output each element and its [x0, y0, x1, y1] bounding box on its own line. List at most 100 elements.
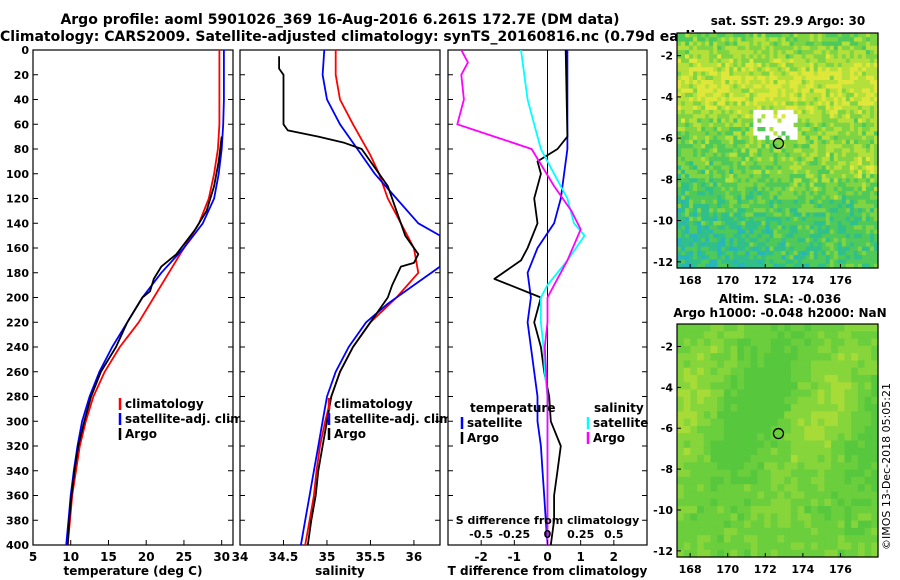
map-cell [737, 259, 742, 265]
map-cell [681, 233, 686, 239]
map-cell [793, 144, 799, 149]
map-cell [737, 440, 745, 449]
map-cell [797, 58, 803, 64]
map-cell [705, 109, 710, 115]
map-cell [801, 174, 807, 179]
map-cell [753, 58, 758, 64]
map-cell [709, 92, 714, 98]
map-cell [841, 203, 847, 209]
map-cell [741, 54, 746, 60]
map-cell [757, 182, 763, 188]
map-cell [790, 491, 799, 500]
map-cell [821, 191, 827, 196]
map-cell [689, 144, 694, 149]
map-cell [681, 80, 686, 85]
map-cell [871, 484, 879, 493]
map-cell [865, 88, 871, 94]
map-cell [764, 389, 772, 398]
map-cell [753, 54, 758, 60]
plot-frame [239, 49, 441, 546]
map-cell [861, 97, 867, 102]
map-cell [770, 382, 779, 391]
map-cell [785, 229, 791, 235]
map-cell [790, 440, 799, 449]
map-cell [785, 238, 791, 243]
map-cell [761, 246, 767, 252]
map-cell [869, 88, 875, 94]
map-cell [785, 37, 791, 43]
map-cell [801, 182, 807, 188]
map-cell [737, 542, 745, 551]
map-cell [813, 208, 819, 214]
map-cell [789, 92, 795, 98]
map-cell [857, 242, 863, 248]
map-cell [677, 476, 685, 485]
map-cell [809, 139, 815, 145]
map-cell [789, 195, 795, 201]
map-cell [709, 199, 714, 205]
map-cell [831, 324, 839, 332]
map-cell [689, 259, 694, 265]
map-cell [864, 469, 872, 478]
map-cell [677, 484, 685, 493]
map-cell [725, 54, 730, 60]
map-cell [757, 156, 763, 162]
map-cell [713, 238, 718, 243]
map-cell [837, 527, 846, 536]
map-cell [761, 216, 767, 222]
map-cell [833, 169, 839, 175]
map-cell [857, 71, 863, 77]
map-cell [873, 182, 879, 188]
map-cell [741, 33, 746, 38]
map-cell [750, 498, 758, 507]
map-cell [809, 84, 815, 90]
map-cell [789, 148, 795, 154]
map-cell [753, 221, 758, 226]
map-title-line-1: Altim. SLA: -0.036 [719, 292, 841, 306]
map-cell [825, 199, 831, 205]
map-cell [753, 114, 758, 120]
map-cell [745, 178, 750, 184]
map-cell [869, 191, 875, 196]
map-cell [801, 54, 807, 60]
map-cell [789, 161, 795, 167]
map-cell [765, 88, 771, 94]
map-cell [789, 84, 795, 90]
map-cell [685, 37, 690, 43]
map-cell [769, 131, 775, 137]
map-cell [737, 41, 742, 47]
map-cell [729, 174, 734, 179]
map-cell [784, 476, 792, 485]
map-cell [829, 255, 835, 261]
map-cell [797, 208, 803, 214]
map-cell [693, 33, 698, 38]
map-cell [790, 404, 799, 412]
map-cell [717, 88, 722, 94]
map-cell [750, 360, 758, 369]
map-cell [745, 225, 750, 231]
map-cell [689, 84, 694, 90]
y-tick-label: 80 [14, 143, 30, 156]
map-cell [681, 139, 686, 145]
map-cell [861, 101, 867, 107]
map-cell [713, 84, 718, 90]
map-cell [777, 476, 785, 485]
map-cell [804, 469, 812, 478]
map-cell [809, 101, 815, 107]
map-cell [701, 259, 706, 265]
legend-label: Argo [334, 427, 366, 441]
map-cell [765, 191, 771, 196]
map-cell [845, 131, 851, 137]
map-cell [864, 433, 872, 442]
map-cell [805, 212, 811, 218]
map-cell [744, 433, 752, 442]
map-cell [773, 242, 779, 248]
map-cell [697, 165, 702, 171]
map-cell [849, 97, 855, 102]
map-cell [833, 122, 839, 128]
map-cell [857, 135, 863, 141]
map-cell [681, 259, 686, 265]
map-cell [809, 109, 815, 115]
map-cell [777, 67, 783, 73]
map-cell [817, 491, 825, 500]
